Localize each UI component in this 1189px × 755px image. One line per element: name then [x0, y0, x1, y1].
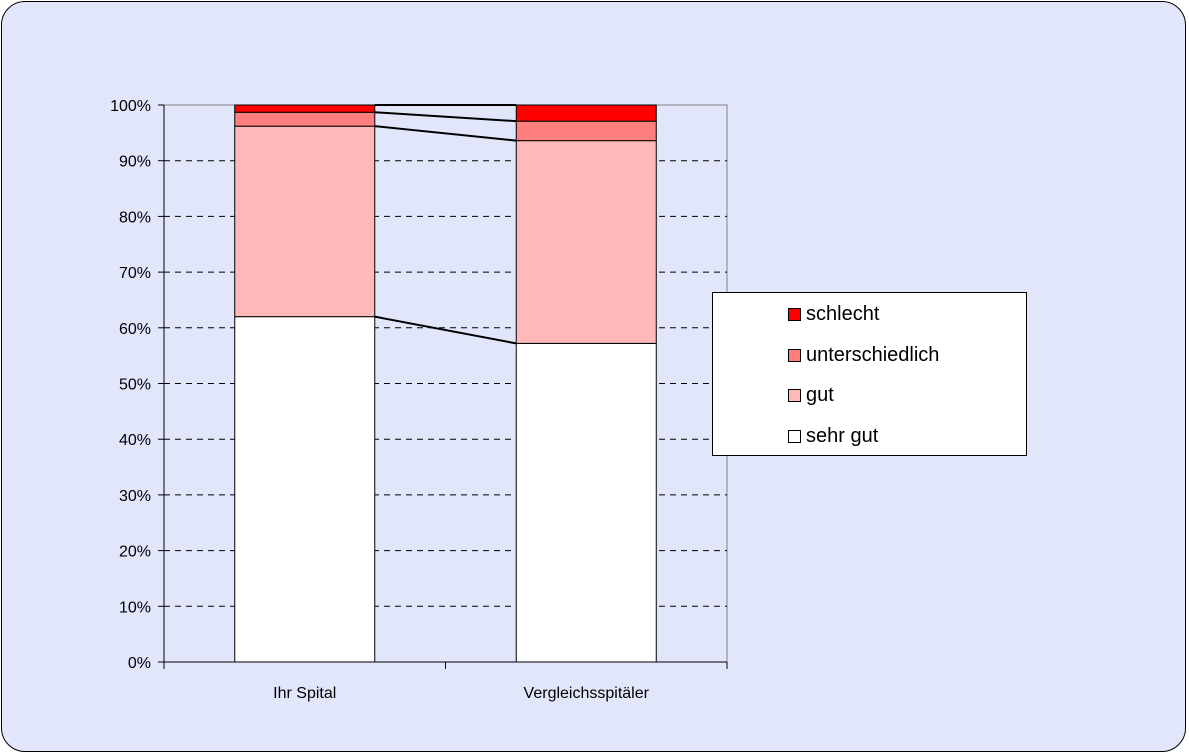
bar-gut-vergleichsspitäler — [515, 140, 657, 344]
series-line-unterschiedlich — [374, 111, 517, 123]
axes — [158, 104, 728, 669]
legend-swatch-unterschiedlich — [788, 348, 801, 362]
legend-item-unterschiedlich: unterschiedlich — [788, 343, 939, 367]
legend-swatch-schlecht — [788, 307, 801, 321]
x-tick-labels: Ihr Spital Vergleichsspitäler — [273, 685, 649, 702]
legend-item-schlecht: schlecht — [788, 302, 879, 326]
legend-swatch-sehr-gut — [788, 429, 801, 443]
legend-item-gut: gut — [788, 383, 834, 407]
y-tick-label: 60% — [119, 321, 151, 338]
series-lines-overlay — [374, 104, 517, 345]
bar-sehr-gut-ihr-spital — [234, 316, 376, 663]
x-tick-label: Ihr Spital — [273, 685, 336, 702]
y-tick-label: 90% — [119, 154, 151, 171]
y-tick-labels: 0% 10% 20% 30% 40% 50% 60% 70% 80% 90% 100% — [110, 98, 151, 672]
y-tick-label: 50% — [119, 377, 151, 394]
y-tick-label: 70% — [119, 265, 151, 282]
y-tick-label: 30% — [119, 488, 151, 505]
bar-sehr-gut-vergleichsspitäler — [515, 342, 657, 663]
series-line-gut — [374, 125, 517, 142]
bar-gut-ihr-spital — [234, 125, 376, 318]
y-tick-label: 80% — [119, 209, 151, 226]
y-tick-label: 10% — [119, 599, 151, 616]
bars — [234, 104, 657, 663]
legend-label-sehr-gut: sehr gut — [806, 424, 879, 447]
y-tick-label: 100% — [110, 98, 151, 115]
bar-schlecht-vergleichsspitäler — [515, 104, 657, 122]
legend-label-schlecht: schlecht — [806, 302, 880, 325]
y-tick-label: 40% — [119, 432, 151, 449]
legend-label-unterschiedlich: unterschiedlich — [806, 343, 940, 366]
y-tick-label: 0% — [128, 655, 151, 672]
x-tick-label: Vergleichsspitäler — [524, 685, 650, 702]
bar-unterschiedlich-vergleichsspitäler — [515, 120, 657, 142]
legend-item-sehr-gut: sehr gut — [788, 424, 878, 448]
legend-label-gut: gut — [806, 383, 834, 406]
legend: schlecht unterschiedlich gut sehr gut — [712, 292, 1027, 456]
bar-unterschiedlich-ihr-spital — [234, 111, 376, 127]
legend-swatch-gut — [788, 388, 801, 402]
y-tick-label: 20% — [119, 544, 151, 561]
series-line-sehr-gut — [374, 315, 517, 345]
bar-schlecht-ihr-spital — [234, 104, 376, 113]
